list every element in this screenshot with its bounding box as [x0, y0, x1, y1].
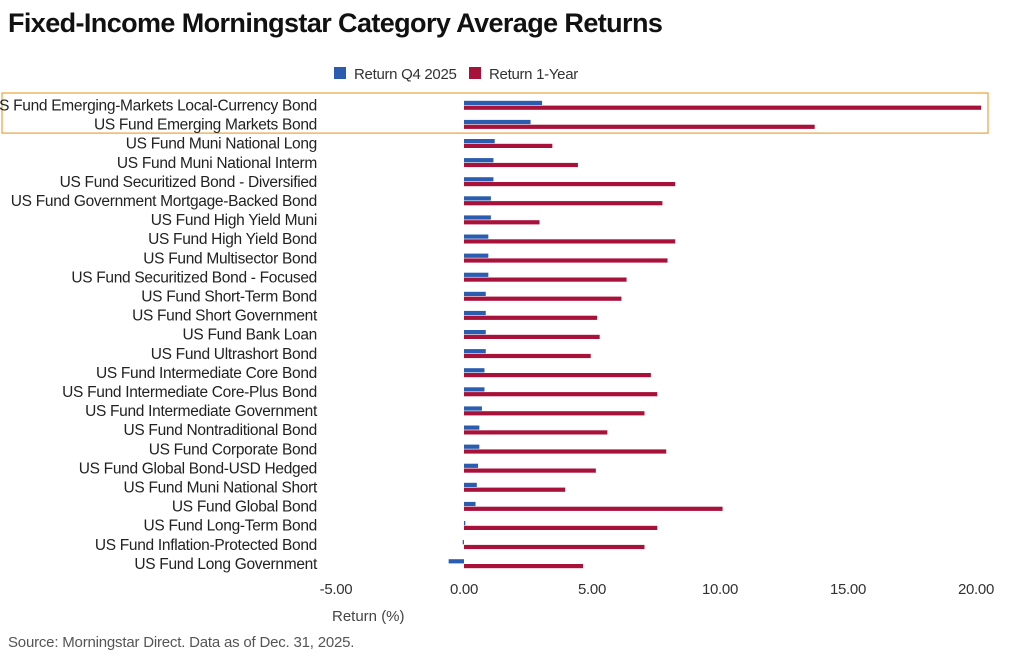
category-label: US Fund High Yield Muni [151, 212, 317, 229]
category-label: US Fund Securitized Bond - Focused [71, 269, 317, 286]
category-label: US Fund High Yield Bond [148, 231, 317, 248]
bar-1-year [464, 334, 600, 339]
bar-q4-2025 [464, 158, 494, 163]
bar-1-year [464, 392, 658, 397]
bar-q4-2025 [462, 540, 464, 545]
bar-1-year [464, 506, 723, 511]
category-label: US Fund Inflation-Protected Bond [95, 537, 317, 554]
x-tick-label: 0.00 [450, 581, 478, 598]
bar-q4-2025 [464, 234, 489, 239]
bar-1-year [464, 182, 676, 187]
highlight-box [1, 92, 989, 134]
bar-1-year [464, 105, 982, 110]
bar-q4-2025 [464, 272, 489, 277]
bar-1-year [464, 564, 584, 569]
category-label: US Fund Intermediate Government [85, 403, 318, 420]
bar-q4-2025 [464, 119, 531, 125]
bar-1-year [464, 296, 622, 301]
x-axis-title: Return (%) [332, 608, 405, 625]
bar-1-year [464, 143, 553, 148]
bar-1-year [464, 258, 668, 263]
bar-1-year [464, 315, 598, 320]
bar-q4-2025 [464, 100, 543, 105]
legend-swatch-1 [334, 67, 346, 79]
bar-q4-2025 [464, 196, 491, 201]
bar-q4-2025 [464, 387, 485, 392]
bar-q4-2025 [464, 425, 480, 430]
bar-q4-2025 [464, 501, 476, 507]
bar-1-year [464, 430, 608, 435]
category-label: US Fund Corporate Bond [149, 441, 317, 458]
category-label: US Fund Global Bond [172, 499, 317, 516]
category-label: US Fund Multisector Bond [143, 250, 317, 267]
bar-q4-2025 [464, 349, 486, 354]
category-label: US Fund Intermediate Core-Plus Bond [62, 384, 317, 401]
x-axis-ticks: -5.00 0.00 5.00 10.00 15.00 20.00 [320, 581, 995, 598]
chart-title: Fixed-Income Morningstar Category Averag… [8, 8, 663, 38]
category-label: US Fund Long Government [134, 556, 318, 573]
legend: Return Q4 2025 Return 1-Year [334, 66, 579, 83]
legend-label-2: Return 1-Year [489, 66, 578, 83]
category-labels: US Fund Emerging-Markets Local-Currency … [0, 98, 318, 573]
source-note: Source: Morningstar Direct. Data as of D… [8, 634, 355, 651]
x-tick-label: 20.00 [958, 581, 994, 598]
bar-q4-2025 [464, 330, 486, 335]
category-label: US Fund Securitized Bond - Diversified [60, 174, 317, 191]
bar-1-year [464, 353, 591, 359]
legend-swatch-2 [469, 67, 481, 79]
category-label: US Fund Emerging-Markets Local-Currency … [0, 98, 317, 115]
bar-q4-2025 [464, 139, 495, 144]
bar-q4-2025 [448, 559, 464, 564]
bar-q4-2025 [464, 310, 486, 316]
bars-group [448, 100, 982, 569]
bar-1-year [464, 468, 596, 473]
x-tick-label: -5.00 [320, 581, 353, 598]
bar-q4-2025 [464, 444, 480, 449]
category-label: US Fund Muni National Interm [117, 155, 317, 172]
bar-q4-2025 [464, 368, 485, 373]
bar-1-year [464, 239, 676, 244]
x-tick-label: 10.00 [702, 581, 738, 598]
bar-1-year [464, 487, 566, 492]
legend-label-1: Return Q4 2025 [354, 66, 457, 83]
category-label: US Fund Nontraditional Bond [123, 422, 317, 439]
bar-q4-2025 [464, 215, 491, 220]
bar-1-year [464, 220, 540, 225]
category-label: US Fund Short Government [132, 308, 318, 325]
category-label: US Fund Long-Term Bond [144, 518, 317, 535]
x-tick-label: 5.00 [578, 581, 606, 598]
category-label: US Fund Government Mortgage-Backed Bond [11, 193, 317, 210]
bar-q4-2025 [464, 177, 494, 182]
bar-q4-2025 [464, 521, 466, 526]
bar-1-year [464, 544, 645, 550]
x-tick-label: 15.00 [830, 581, 866, 598]
category-label: US Fund Bank Loan [183, 327, 318, 344]
bar-1-year [464, 162, 578, 168]
bar-q4-2025 [464, 463, 479, 468]
bar-q4-2025 [464, 406, 482, 411]
highlight-box-group [1, 92, 989, 134]
bar-1-year [464, 373, 651, 378]
bar-q4-2025 [464, 482, 477, 487]
bar-q4-2025 [464, 253, 489, 258]
category-label: US Fund Emerging Markets Bond [94, 117, 317, 134]
bar-1-year [464, 449, 667, 454]
category-label: US Fund Muni National Short [124, 480, 318, 497]
category-label: US Fund Intermediate Core Bond [96, 365, 317, 382]
bar-1-year [464, 411, 645, 416]
bar-1-year [464, 277, 627, 282]
category-label: US Fund Ultrashort Bond [151, 346, 317, 363]
bar-1-year [464, 525, 658, 530]
bar-1-year [464, 201, 663, 206]
bar-1-year [464, 124, 815, 129]
category-label: US Fund Muni National Long [126, 136, 317, 153]
category-label: US Fund Global Bond-USD Hedged [79, 460, 317, 477]
category-label: US Fund Short-Term Bond [141, 289, 317, 306]
bar-q4-2025 [464, 291, 486, 296]
